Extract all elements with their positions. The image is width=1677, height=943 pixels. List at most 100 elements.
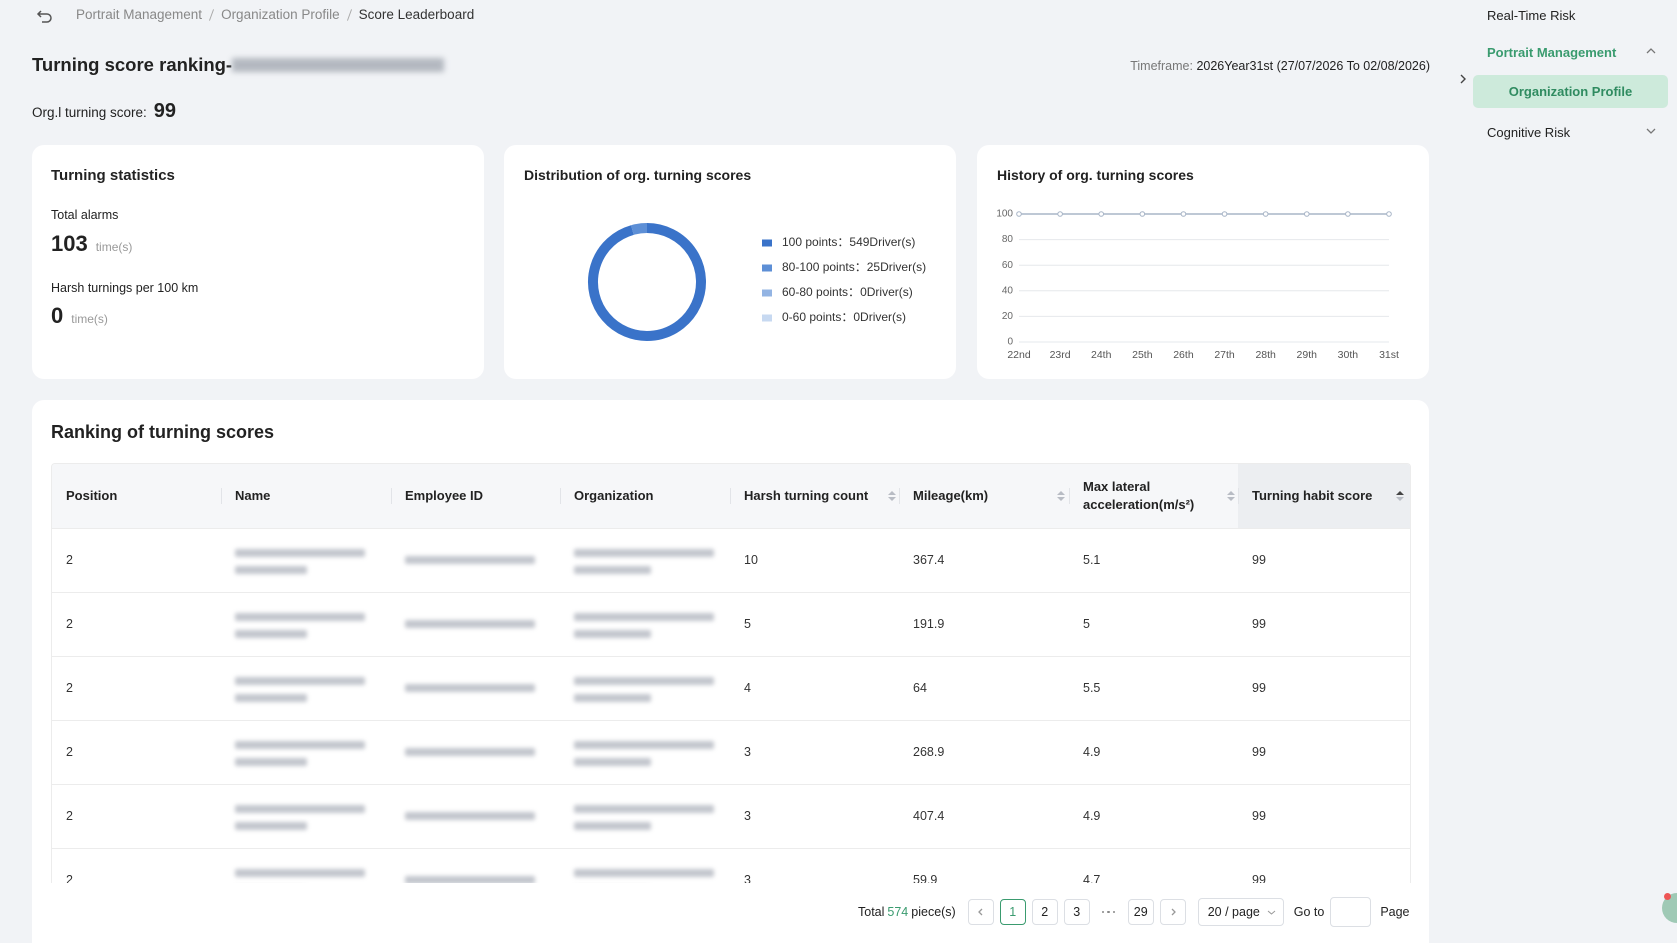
sort-down [1396, 497, 1404, 501]
stat-unit: time(s) [95, 240, 133, 254]
donut-segment [631, 223, 648, 235]
blurred-cell [574, 822, 651, 830]
legend-label: 0-60 points：0Driver(s) [782, 310, 906, 324]
sort-down [1227, 497, 1235, 501]
table-row [52, 720, 1410, 785]
legend-category: 80-100 points： [782, 260, 867, 274]
blurred-cell [574, 869, 714, 877]
line-point [1098, 211, 1105, 217]
ranking-card: Ranking of turning scores Position Name Em… [32, 400, 1429, 943]
column-divider [1238, 488, 1239, 504]
page-size-select[interactable]: 20 / page [1197, 898, 1284, 926]
sort-button[interactable] [1395, 489, 1405, 503]
legend-value: 25Driver(s) [867, 260, 926, 274]
separator [209, 8, 215, 21]
page-arrow[interactable] [967, 899, 994, 925]
timeframe-label: Timeframe: [1130, 59, 1193, 73]
stats-card: Turning statistics Total alarms 103 time… [32, 145, 484, 379]
blurred-cell [574, 741, 714, 749]
legend-category: 100 points： [782, 235, 849, 249]
x-tick-label: 26th [1173, 349, 1194, 361]
breadcrumb: Portrait Management Organization Profile S… [76, 7, 474, 22]
column-divider [730, 488, 731, 504]
stat: 103 time(s) [51, 231, 132, 257]
blurred-cell [235, 549, 365, 557]
table-cell: 4.9 [1083, 809, 1101, 823]
x-tick-label: 31st [1379, 349, 1399, 361]
menu-item-active[interactable]: Organization Profile [1473, 75, 1668, 108]
x-tick-label: 28th [1255, 349, 1276, 361]
table-cell: 2 [66, 553, 73, 567]
donut-chart: 100 points：549Driver(s) 80-100 points：25D… [588, 223, 926, 341]
blurred-cell [405, 556, 535, 564]
blurred-cell [574, 805, 714, 813]
table-cell: 2 [66, 745, 73, 759]
sort-button[interactable] [1056, 489, 1066, 503]
column-divider [560, 488, 561, 504]
menu-item[interactable]: Real-Time Risk [1487, 8, 1576, 23]
breadcrumb-link[interactable]: Organization Profile [221, 7, 340, 22]
separator [346, 8, 352, 21]
table-header [52, 464, 1410, 529]
sort-button[interactable] [887, 489, 897, 503]
table-cell: 99 [1252, 681, 1266, 695]
table-row [52, 784, 1410, 849]
select-arrow [1267, 910, 1276, 915]
goto-input[interactable] [1330, 897, 1372, 927]
sort-button[interactable] [1226, 489, 1236, 503]
y-tick-label: 100 [996, 209, 1013, 220]
chevron [1646, 48, 1656, 54]
blurred-cell [405, 684, 535, 692]
breadcrumb-current: Score Leaderboard [358, 7, 475, 22]
page-number[interactable]: 3 [1063, 899, 1090, 925]
x-tick-label: 24th [1091, 349, 1112, 361]
legend-swatch [762, 239, 772, 247]
assistant-button[interactable] [1662, 893, 1677, 923]
timeframe-value: 2026Year31st (27/07/2026 To 02/08/2026) [1196, 59, 1430, 73]
legend-value: 0Driver(s) [853, 310, 906, 324]
sort-down [1057, 497, 1065, 501]
table-cell: 2 [66, 681, 73, 695]
sort-down [888, 497, 896, 501]
blurred-cell [235, 741, 365, 749]
breadcrumb-link[interactable]: Portrait Management [76, 7, 203, 22]
x-tick-label: 29th [1297, 349, 1318, 361]
table-cell: 2 [66, 809, 73, 823]
line-point [1180, 211, 1187, 217]
line-point [1057, 211, 1063, 217]
page-number[interactable]: 2 [1031, 899, 1058, 925]
card-title: Distribution of org. turning scores [524, 167, 752, 183]
x-tick-label: 23rd [1050, 349, 1071, 361]
stat: 0 time(s) [51, 303, 108, 329]
y-tick-label: 40 [1002, 285, 1014, 296]
blurred-cell [574, 549, 714, 557]
line-point [1139, 211, 1146, 217]
y-tick-label: 20 [1002, 311, 1014, 322]
legend-swatch [762, 314, 772, 322]
blurred-cell [235, 613, 365, 621]
blurred-cell [405, 620, 535, 628]
column-divider [221, 488, 222, 504]
blurred-cell [405, 748, 535, 756]
page-number[interactable]: 29 [1127, 899, 1154, 925]
page-title: Turning score ranking- [32, 54, 233, 75]
page-arrow[interactable] [1159, 899, 1186, 925]
x-tick-label: 22nd [1007, 349, 1031, 361]
card-title: Turning statistics [51, 167, 175, 184]
back-button[interactable] [36, 7, 54, 25]
blurred-cell [574, 566, 651, 574]
table-cell: 4.9 [1083, 745, 1101, 759]
card-title: Ranking of turning scores [51, 422, 275, 442]
stat-label: Total alarms [51, 208, 119, 222]
column-header: Organization [574, 488, 654, 504]
column-header: Employee ID [405, 488, 484, 504]
menu-group[interactable]: Cognitive Risk [1487, 125, 1571, 140]
table-row [52, 848, 1410, 883]
page-current[interactable]: 1 [999, 899, 1026, 925]
column-divider [899, 488, 900, 504]
blurred-cell [235, 630, 307, 638]
menu-group[interactable]: Portrait Management [1487, 45, 1617, 60]
table-row [52, 528, 1410, 593]
collapse-button[interactable] [1456, 72, 1470, 86]
